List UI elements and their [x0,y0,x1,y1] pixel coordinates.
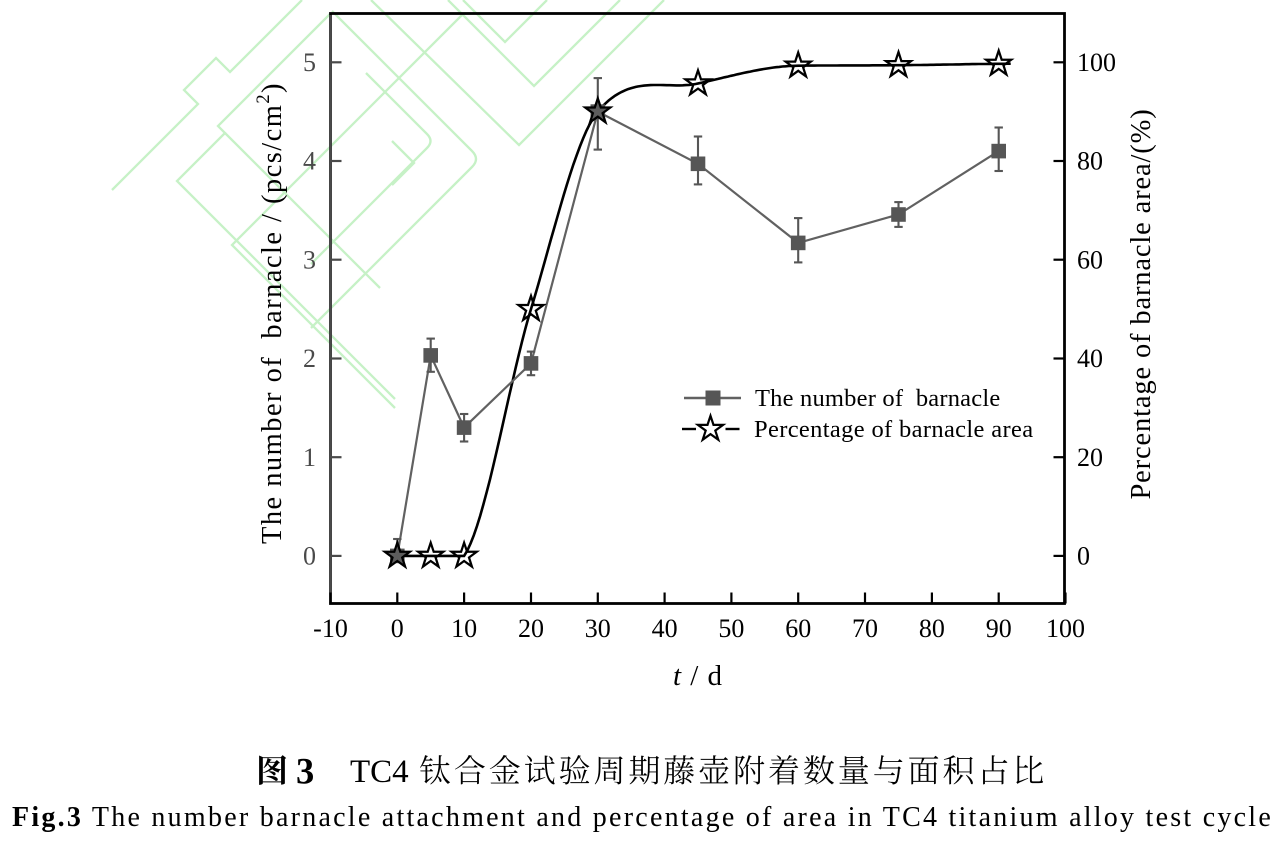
svg-text:60: 60 [1077,245,1103,274]
svg-text:40: 40 [652,614,678,643]
svg-text:Fig.3 The number barnacle atta: Fig.3 The number barnacle attachment and… [12,802,1273,833]
svg-text:70: 70 [852,614,878,643]
svg-text:The number of barnacle / (pcs: The number of barnacle / (pcs/cm2) [254,82,288,544]
svg-text:40: 40 [1077,344,1103,373]
svg-text:5: 5 [303,48,316,77]
svg-text:The number of barnacle: The number of barnacle [755,385,1000,412]
svg-text:Percentage of barnacle area: Percentage of barnacle area [754,416,1033,443]
svg-text:t / d: t / d [673,660,723,692]
svg-text:30: 30 [585,614,611,643]
svg-text:90: 90 [986,614,1012,643]
svg-text:3: 3 [296,751,314,792]
svg-text:0: 0 [303,542,316,571]
svg-text:80: 80 [1077,147,1103,176]
svg-text:3: 3 [303,245,316,274]
svg-text:0: 0 [1077,542,1090,571]
svg-text:50: 50 [718,614,744,643]
svg-text:TC4: TC4 [350,754,409,790]
svg-text:80: 80 [919,614,945,643]
svg-text:20: 20 [1077,443,1103,472]
svg-text:4: 4 [303,147,316,176]
svg-text:60: 60 [785,614,811,643]
svg-text:2: 2 [303,344,316,373]
svg-text:1: 1 [303,443,316,472]
svg-text:Percentage of barnacle area/(%: Percentage of barnacle area/(%) [1126,108,1157,499]
svg-text:100: 100 [1046,614,1085,643]
svg-text:-10: -10 [313,614,348,643]
svg-text:100: 100 [1077,48,1116,77]
svg-text:10: 10 [451,614,477,643]
svg-text:20: 20 [518,614,544,643]
svg-text:0: 0 [391,614,404,643]
